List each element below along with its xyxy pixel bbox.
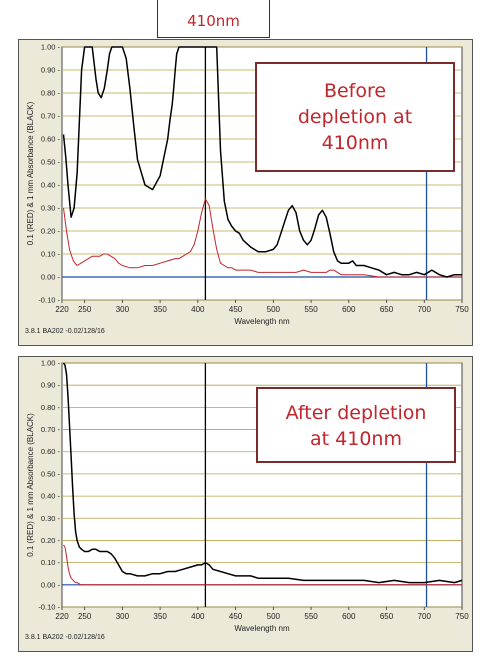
x-tick-label: 400: [191, 305, 205, 314]
callout-after-line-2: at 410nm: [310, 428, 402, 450]
series-line: [62, 362, 463, 584]
x-tick-label: 550: [304, 612, 318, 621]
y-tick-label: 0.80 -: [41, 89, 61, 98]
callout-before-line-1: Before: [323, 80, 387, 102]
series-line: [63, 198, 462, 278]
y-tick-label: 1.00 -: [41, 359, 61, 368]
y-tick-label: 0.60 -: [41, 135, 61, 144]
x-tick-label: 750: [455, 612, 469, 621]
y-tick-label: 1.00 -: [41, 43, 61, 52]
y-tick-label: 0.70 -: [41, 112, 61, 121]
x-tick-label: 550: [304, 305, 318, 314]
header-label: 410nm: [187, 12, 240, 30]
callout-before: Before depletion at 410nm: [255, 62, 455, 172]
series-line: [63, 544, 462, 586]
y-tick-label: 0.60 -: [41, 447, 61, 456]
x-tick-label: 700: [418, 612, 432, 621]
x-tick-label: 600: [342, 612, 356, 621]
x-tick-label: 250: [78, 612, 92, 621]
x-tick-label: 250: [78, 305, 92, 314]
y-tick-label: 0.70 -: [41, 425, 61, 434]
callout-before-line-2: depletion at: [297, 106, 413, 128]
callout-after: After depletion at 410nm: [256, 387, 456, 463]
footer-id-after: 3.8.1 BA202 -0.02/128/16: [25, 634, 105, 641]
x-tick-label: 300: [116, 612, 130, 621]
x-tick-label: 450: [229, 305, 243, 314]
y-tick-label: 0.20 -: [41, 536, 61, 545]
x-tick-label: 500: [267, 612, 281, 621]
x-tick-label: 450: [229, 612, 243, 621]
x-axis-label: Wavelength nm: [234, 624, 290, 633]
x-tick-label: 400: [191, 612, 205, 621]
x-axis-label: Wavelength nm: [234, 317, 290, 326]
series-line: [62, 46, 462, 278]
x-tick-label: 220: [55, 612, 69, 621]
callout-after-line-1: After depletion: [285, 402, 427, 424]
header-label-box: 410nm: [157, 0, 270, 38]
y-tick-label: 0.10 -: [41, 250, 61, 259]
x-tick-label: 650: [380, 305, 394, 314]
x-tick-label: 500: [267, 305, 281, 314]
y-tick-label: 0.50 -: [41, 158, 61, 167]
y-tick-label: 0.90 -: [41, 381, 61, 390]
y-tick-label: 0.40 -: [41, 181, 61, 190]
y-tick-label: 0.30 -: [41, 514, 61, 523]
y-tick-label: 0.30 -: [41, 204, 61, 213]
footer-id-before: 3.8.1 BA202 -0.02/128/16: [25, 328, 105, 335]
y-axis-label: 0.1 (RED) & 1 mm Absorbance (BLACK): [26, 413, 35, 557]
y-tick-label: 0.00 -: [41, 273, 61, 282]
y-tick-label: -0.10 -: [38, 296, 60, 305]
y-axis-label: 0.1 (RED) & 1 mm Absorbance (BLACK): [26, 101, 35, 245]
spectrum-chart-after: -0.10 - 0.00 - 0.10 - 0.20 - 0.30 - 0.40 - 0.5…: [18, 356, 473, 652]
y-tick-label: 0.00 -: [41, 580, 61, 589]
x-tick-label: 300: [116, 305, 130, 314]
x-tick-label: 700: [418, 305, 432, 314]
x-tick-label: 650: [380, 612, 394, 621]
y-tick-label: -0.10 -: [38, 603, 60, 612]
y-tick-label: 0.20 -: [41, 227, 61, 236]
callout-before-line-3: 410nm: [321, 132, 389, 154]
x-tick-label: 220: [55, 305, 69, 314]
x-tick-label: 350: [153, 305, 167, 314]
y-tick-label: 0.50 -: [41, 469, 61, 478]
x-tick-label: 350: [153, 612, 167, 621]
y-tick-label: 0.90 -: [41, 66, 61, 75]
y-tick-label: 0.40 -: [41, 492, 61, 501]
x-tick-label: 750: [455, 305, 469, 314]
y-tick-label: 0.80 -: [41, 403, 61, 412]
spectrum-chart-before: -0.10 - 0.00 - 0.10 - 0.20 - 0.30 - 0.40 - 0.5…: [18, 39, 473, 346]
y-tick-label: 0.10 -: [41, 558, 61, 567]
x-tick-label: 600: [342, 305, 356, 314]
